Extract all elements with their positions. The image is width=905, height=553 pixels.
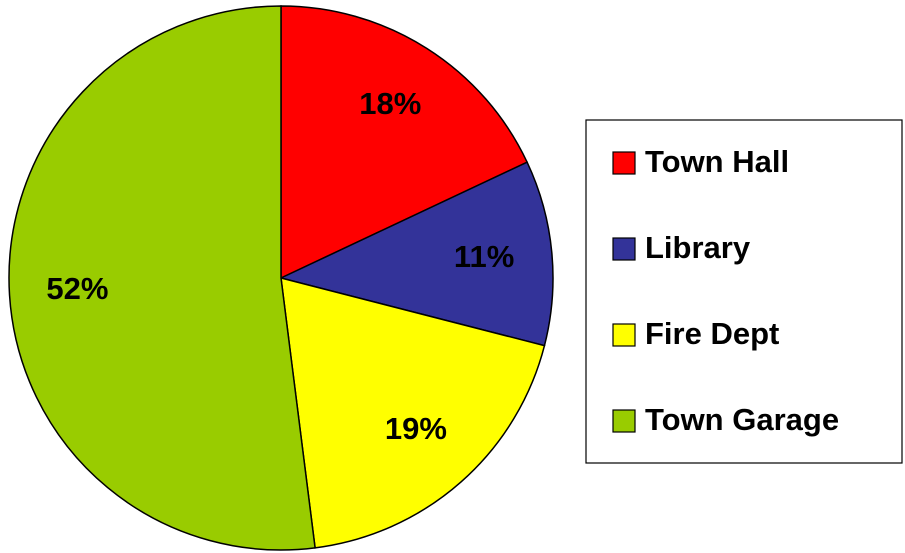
data-label: 18%: [359, 86, 421, 121]
legend-swatch: [612, 151, 636, 175]
legend-swatch: [612, 409, 636, 433]
data-label: 19%: [385, 411, 447, 446]
legend-label: Town Garage: [645, 402, 839, 437]
legend-label: Town Hall: [645, 144, 789, 179]
pie-slice: [280, 5, 529, 280]
legend-swatch: [612, 237, 636, 261]
data-label: 52%: [46, 271, 108, 306]
legend-swatch: [612, 323, 636, 347]
legend-label: Fire Dept: [645, 316, 779, 351]
data-label: 11%: [454, 239, 514, 274]
pie-slice: [8, 5, 316, 551]
pie-slice: [278, 161, 554, 347]
legend-label: Library: [645, 230, 751, 265]
legend-box: [585, 119, 903, 464]
pie-slice: [280, 276, 546, 549]
